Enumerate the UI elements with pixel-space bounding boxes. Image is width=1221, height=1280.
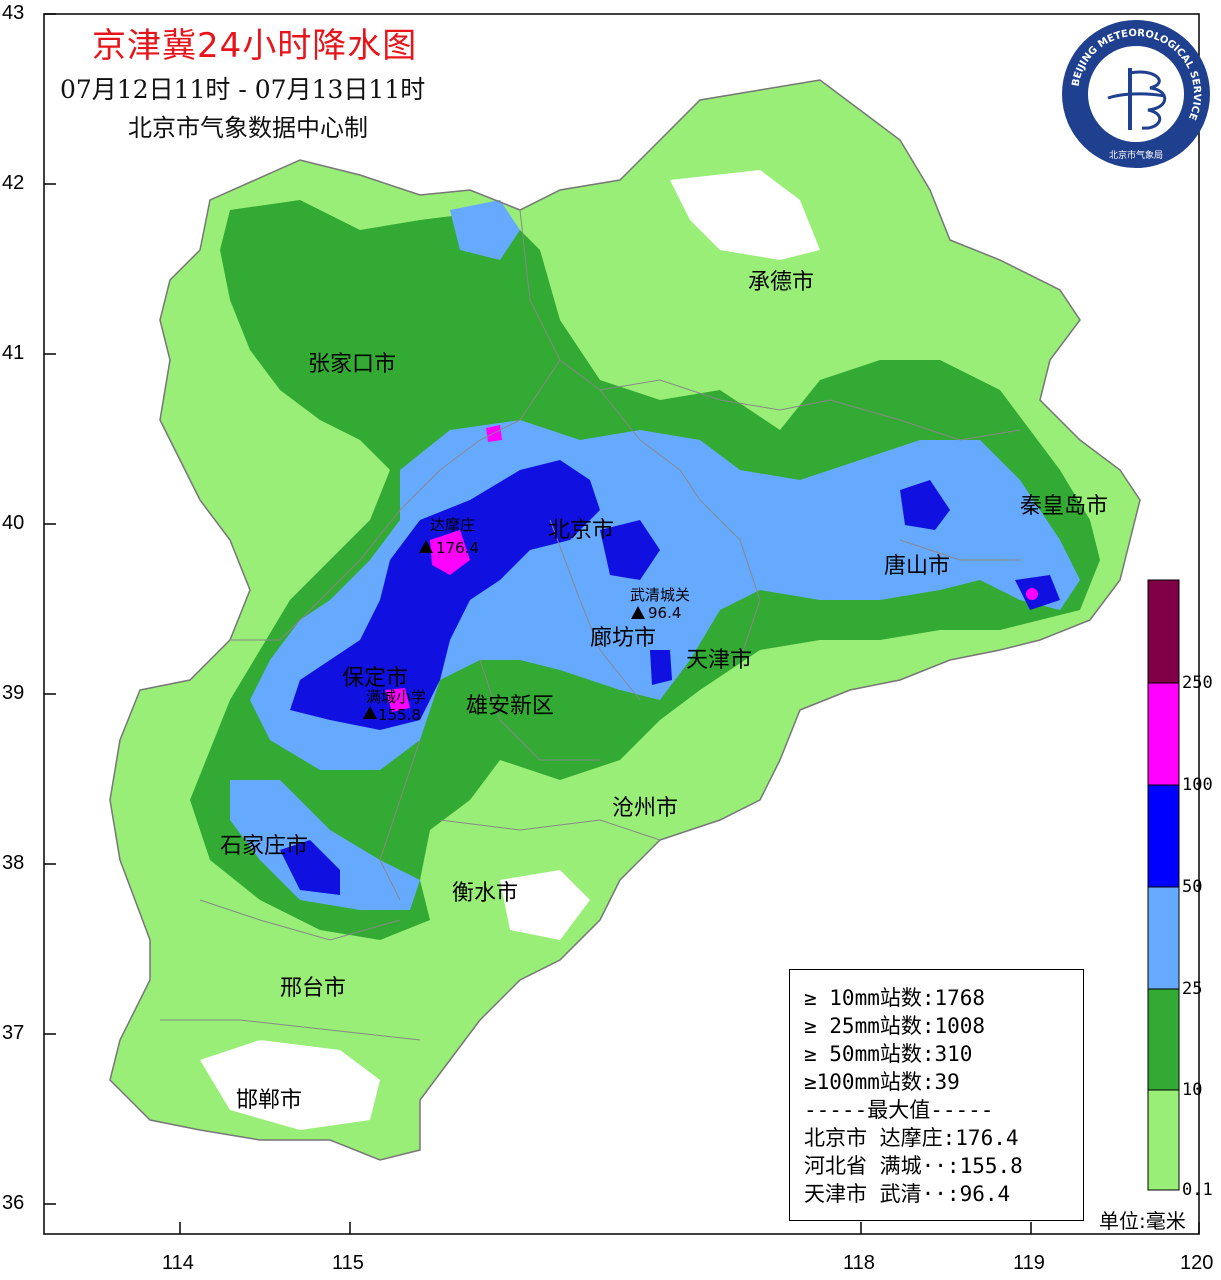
region-magenta [1026, 588, 1038, 600]
colorbar-label: 25 [1182, 979, 1203, 999]
station-marker-mancheng [363, 706, 377, 719]
region-magenta [385, 688, 410, 712]
bms-logo: BEIJING METEOROLOGICAL SERVICE 北京市气象局 [1060, 18, 1212, 170]
region-light-blue [450, 200, 520, 260]
region-magenta [430, 530, 470, 575]
region-white-gap [670, 170, 820, 260]
city-label-tangshan: 唐山市 [884, 554, 951, 579]
y-tick-label: 40 [2, 512, 25, 534]
y-tick-label: 37 [2, 1022, 25, 1044]
colorbar-label: 250 [1182, 673, 1213, 693]
stats-line: 天津市 武清··:96.4 [804, 1182, 1011, 1206]
city-label-zhangjiakou: 张家口市 [308, 352, 397, 377]
station-name: 满城小学 [366, 688, 427, 706]
y-tick-label: 43 [2, 2, 25, 24]
x-tick-label: 114 [162, 1252, 194, 1274]
station-marker-wuqing [631, 606, 645, 619]
prefecture-borders [160, 209, 1021, 1041]
colorbar [1147, 579, 1180, 1191]
city-label-qinhuangdao: 秦皇岛市 [1020, 494, 1109, 519]
city-label-xiongan: 雄安新区 [466, 694, 555, 719]
station-value: 96.4 [648, 604, 682, 622]
map-frame [43, 13, 1200, 1235]
unit-label: 单位:毫米 [1099, 1209, 1186, 1233]
x-tick-label: 120 [1180, 1252, 1214, 1274]
y-tick-label: 41 [2, 342, 25, 364]
city-label-handan: 邯郸市 [236, 1088, 303, 1113]
stats-line: ≥ 10mm站数:1768 [804, 986, 986, 1010]
region-boundary [109, 79, 1141, 1161]
region-dark-blue [600, 520, 660, 580]
y-axis-ticks [44, 13, 56, 1205]
region-dark-blue [650, 650, 672, 685]
city-label-tianjin: 天津市 [686, 648, 753, 673]
colorbar-label: 50 [1182, 877, 1203, 897]
data-source: 北京市气象数据中心制 [128, 114, 368, 142]
city-label-beijing: 北京市 [548, 518, 615, 543]
city-label-langfang: 廊坊市 [590, 626, 657, 651]
stats-line: ≥100mm站数:39 [804, 1070, 960, 1094]
station-value: 176.4 [436, 539, 479, 557]
stats-line: ≥ 50mm站数:310 [804, 1042, 973, 1066]
region-white-gap [200, 1040, 380, 1130]
colorbar-label: 100 [1182, 775, 1213, 795]
y-tick-label: 36 [2, 1192, 25, 1214]
y-tick-label: 38 [2, 852, 25, 874]
x-tick-label: 115 [332, 1252, 364, 1274]
city-label-chengde: 承德市 [748, 270, 815, 295]
colorbar-label: 0.1 [1182, 1180, 1213, 1200]
y-tick-label: 39 [2, 682, 25, 704]
station-stats-box: ≥ 10mm站数:1768 ≥ 25mm站数:1008 ≥ 50mm站数:310… [789, 969, 1084, 1221]
station-name: 达摩庄 [430, 516, 476, 534]
region-white-gap [500, 870, 590, 940]
colorbar-label: 10 [1182, 1080, 1203, 1100]
x-tick-label: 119 [1013, 1252, 1045, 1274]
region-dark-blue [280, 840, 340, 895]
stats-line: -----最大值----- [804, 1098, 994, 1122]
time-range: 07月12日11时 - 07月13日11时 [60, 75, 426, 104]
x-axis-ticks [179, 1222, 1200, 1234]
region-dark-blue [290, 460, 600, 730]
logo-bottom-text: 北京市气象局 [1109, 149, 1163, 161]
stats-line: ≥ 25mm站数:1008 [804, 1014, 986, 1038]
station-marker-damozhuang [419, 540, 433, 553]
stats-line: 北京市 达摩庄:176.4 [804, 1126, 1019, 1150]
city-label-xingtai: 邢台市 [280, 976, 347, 1001]
y-tick-label: 42 [2, 172, 25, 194]
map-title: 京津冀24小时降水图 [92, 26, 418, 66]
city-label-shijiazhuang: 石家庄市 [220, 834, 309, 859]
x-tick-label: 118 [843, 1252, 875, 1274]
station-name: 武清城关 [630, 586, 691, 604]
city-label-cangzhou: 沧州市 [612, 796, 679, 821]
region-dark-blue [900, 480, 950, 530]
stats-line: 河北省 满城··:155.8 [804, 1154, 1023, 1178]
city-label-hengshui: 衡水市 [452, 881, 519, 906]
city-label-baoding: 保定市 [342, 666, 409, 691]
region-light-blue [230, 780, 420, 910]
station-value: 155.8 [378, 706, 421, 724]
